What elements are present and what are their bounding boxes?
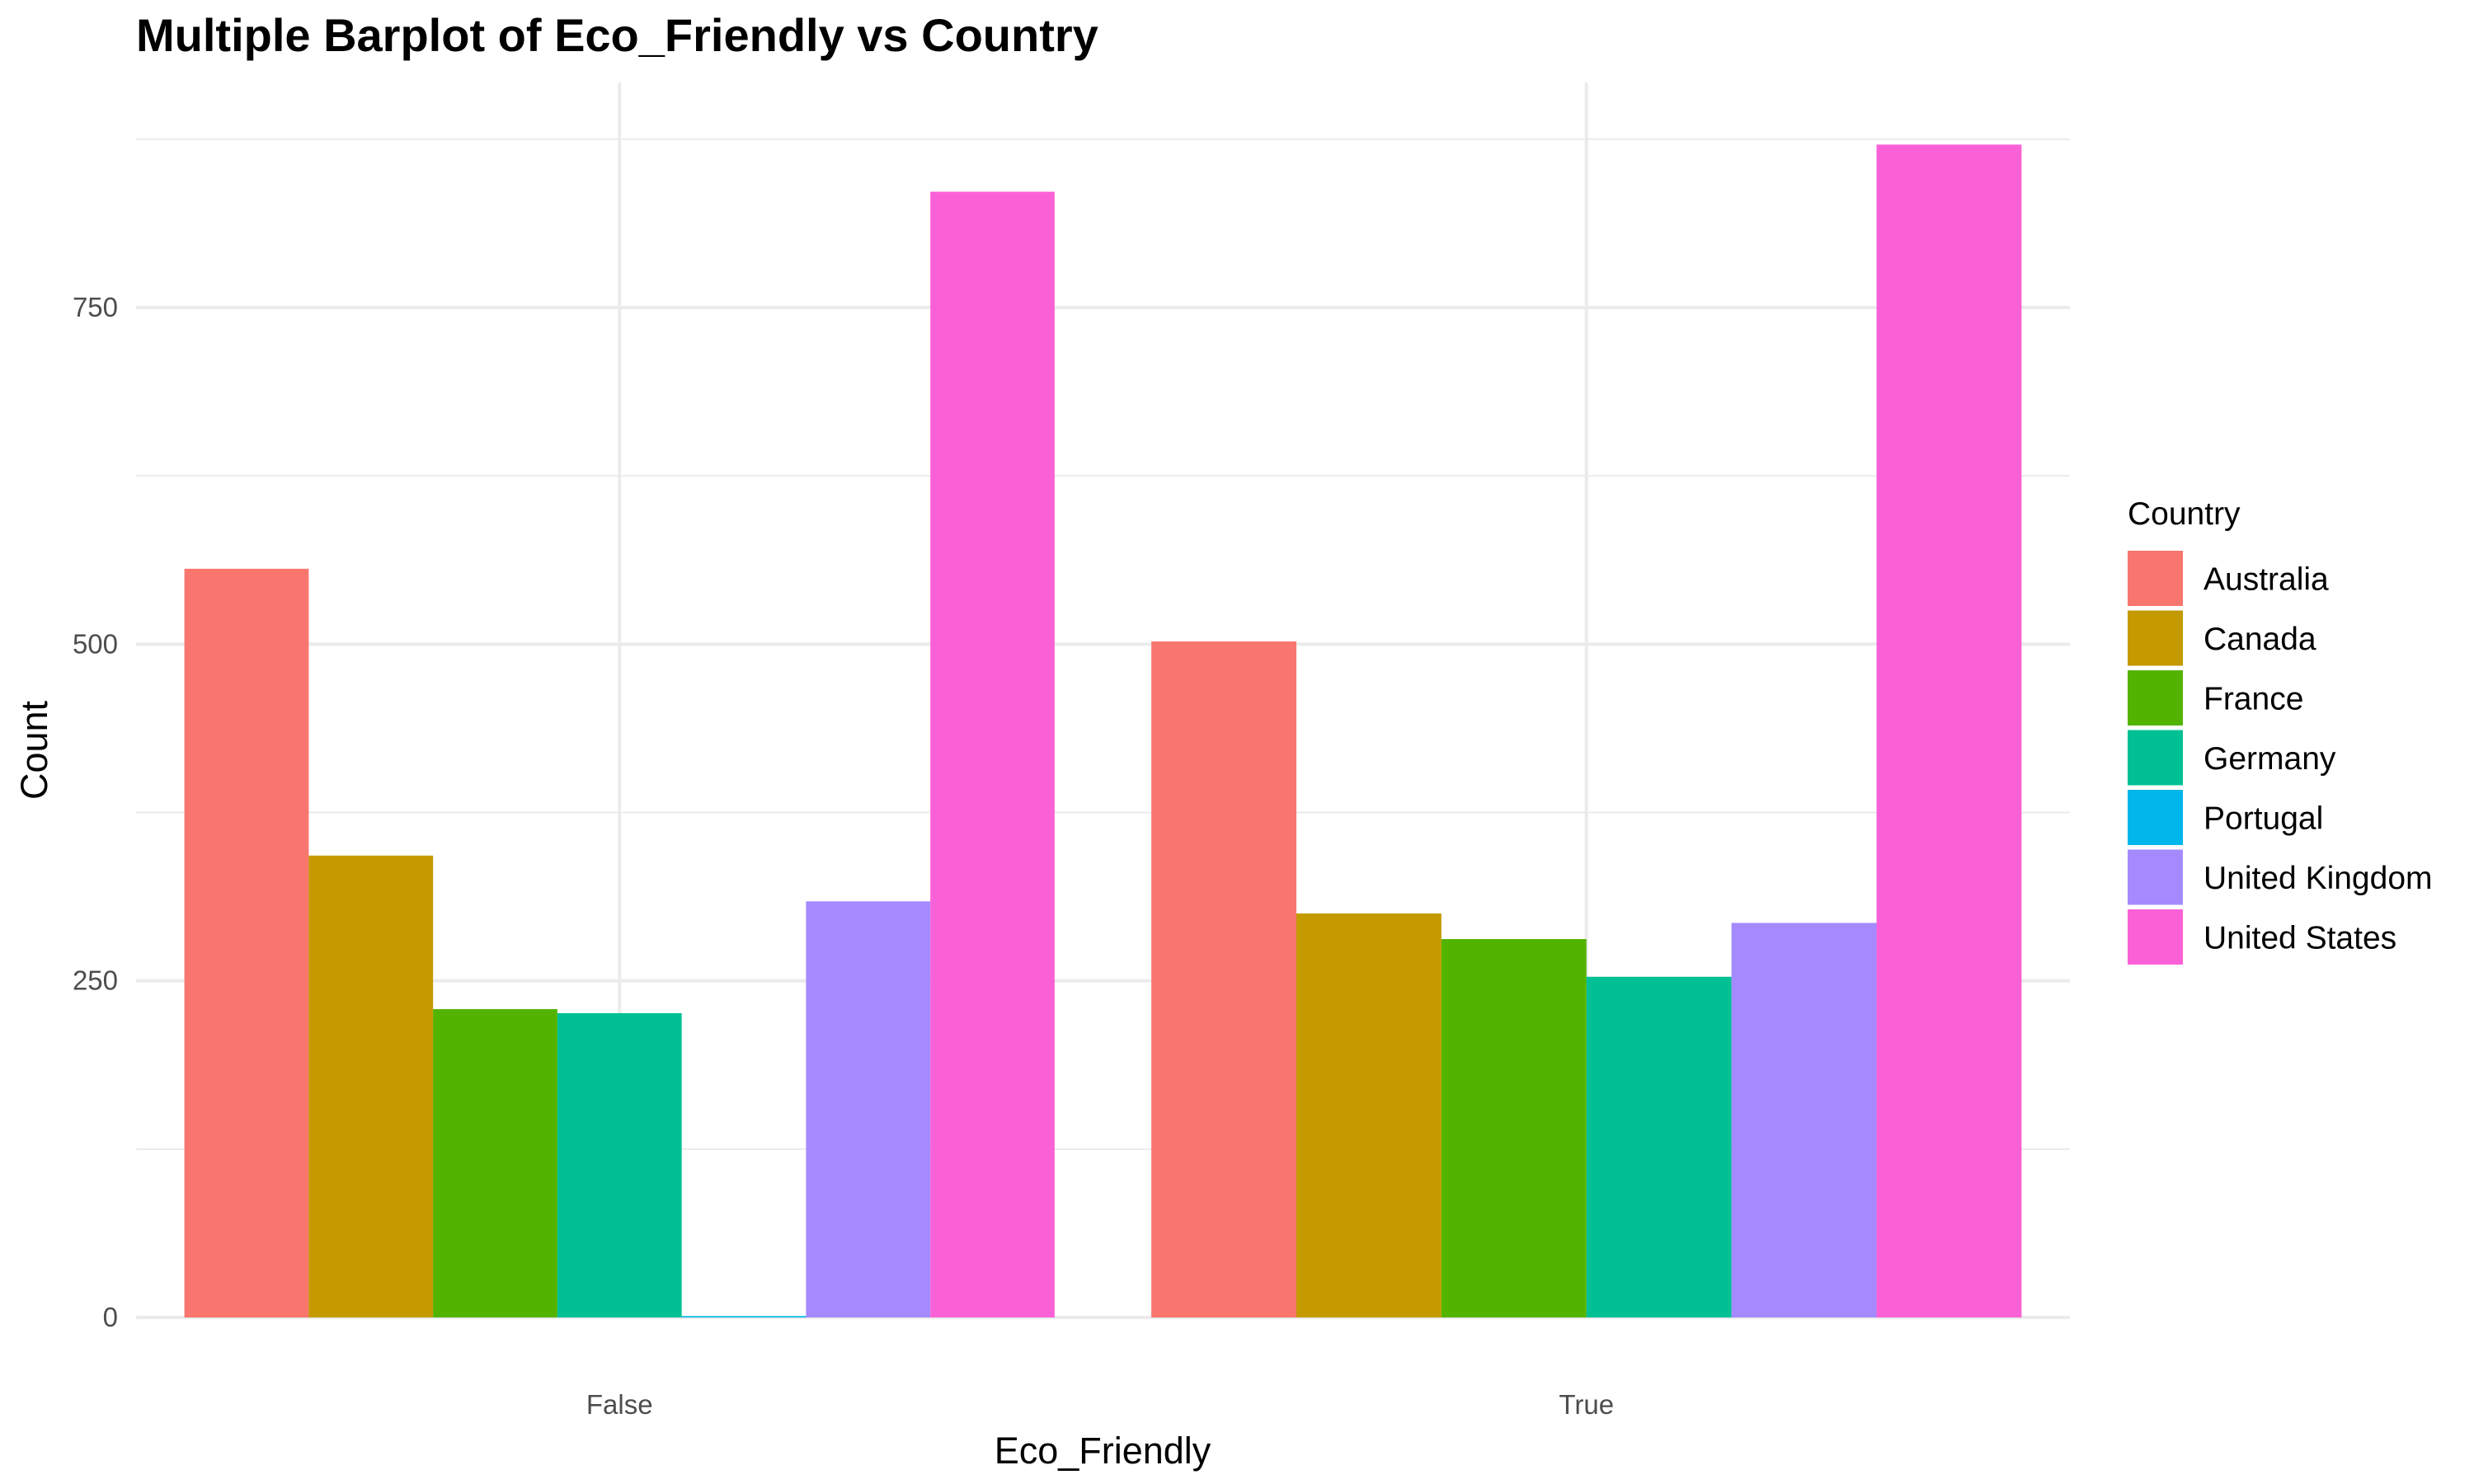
x-axis-title: Eco_Friendly <box>995 1430 1211 1472</box>
axes: 0 250 500 750 False True <box>73 292 1614 1420</box>
legend-label: United States <box>2204 921 2396 956</box>
bar-france-true <box>1441 939 1587 1317</box>
bar-united-kingdom-true <box>1731 923 1877 1317</box>
y-tick-label: 500 <box>73 628 118 659</box>
bar-germany-true <box>1586 976 1732 1317</box>
chart-title: Multiple Barplot of Eco_Friendly vs Coun… <box>136 9 1098 61</box>
bar-canada-false <box>308 855 434 1317</box>
legend-label: United Kingdom <box>2204 861 2433 896</box>
bar-germany-false <box>557 1012 682 1317</box>
legend-label: France <box>2204 682 2303 717</box>
legend-label: Australia <box>2204 562 2329 598</box>
legend-title: Country <box>2128 496 2241 532</box>
bar-portugal-false <box>681 1316 807 1317</box>
legend-key <box>2128 610 2183 666</box>
legend-key <box>2128 670 2183 726</box>
legend-label: Canada <box>2204 622 2316 657</box>
x-tick-label: False <box>586 1389 653 1420</box>
y-tick-label: 0 <box>103 1302 118 1332</box>
bar-australia-false <box>184 568 309 1317</box>
bar-canada-true <box>1296 913 1442 1317</box>
bar-united-states-false <box>930 191 1055 1318</box>
y-tick-label: 250 <box>73 965 118 996</box>
bar-australia-true <box>1151 641 1296 1317</box>
legend-label: Germany <box>2204 741 2336 777</box>
y-tick-label: 750 <box>73 292 118 322</box>
legend-key <box>2128 551 2183 606</box>
legend-key <box>2128 909 2183 965</box>
legend: Country Australia Canada France Germany Port… <box>2128 496 2433 965</box>
legend-key <box>2128 790 2183 845</box>
legend-key <box>2128 730 2183 786</box>
bar-france-false <box>433 1008 557 1317</box>
x-tick-label: True <box>1559 1389 1614 1420</box>
bar-united-states-true <box>1876 144 2022 1317</box>
bar-united-kingdom-false <box>806 901 931 1317</box>
bars <box>184 144 2022 1318</box>
legend-key <box>2128 849 2183 905</box>
y-axis-title: Count <box>13 700 55 800</box>
legend-label: Portugal <box>2204 801 2323 837</box>
